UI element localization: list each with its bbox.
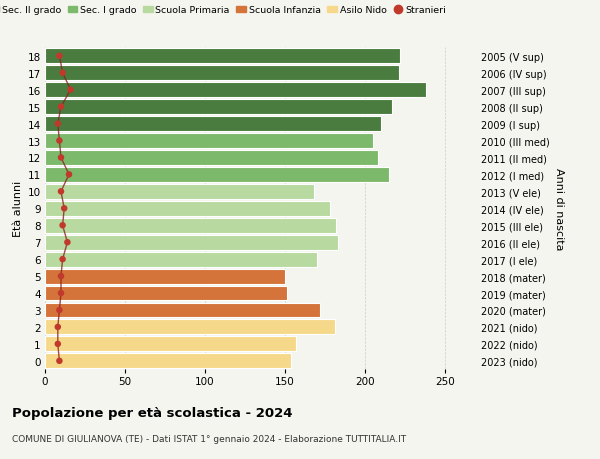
Point (58, 70, 67, 77)
Bar (45, 185, 314, 199)
Point (56, 273, 66, 280)
Bar (45, 134, 373, 149)
Bar (45, 168, 389, 183)
Bar (45, 235, 338, 250)
Y-axis label: Età alunni: Età alunni (13, 181, 23, 237)
Text: COMUNE DI GIULIANOVA (TE) - Dati ISTAT 1° gennaio 2024 - Elaborazione TUTTITALIA: COMUNE DI GIULIANOVA (TE) - Dati ISTAT 1… (12, 434, 406, 443)
Point (56, 154, 66, 162)
Point (53, 121, 62, 128)
Bar (45, 66, 398, 81)
Bar (45, 218, 336, 233)
Bar (45, 117, 381, 132)
Point (55, 53, 64, 60)
Bar (45, 83, 426, 98)
Point (56, 290, 66, 297)
Bar (45, 286, 287, 301)
Bar (45, 320, 335, 335)
Point (53, 324, 62, 331)
Point (58, 256, 67, 263)
Point (55, 358, 64, 365)
Point (62, 239, 72, 246)
Point (66, 87, 76, 94)
Bar (45, 202, 330, 216)
Point (56, 104, 66, 111)
Point (59, 205, 69, 213)
Bar (45, 353, 292, 369)
Bar (45, 269, 285, 284)
Legend: Sec. II grado, Sec. I grado, Scuola Primaria, Scuola Infanzia, Asilo Nido, Stran: Sec. II grado, Sec. I grado, Scuola Prim… (0, 6, 446, 15)
Text: Popolazione per età scolastica - 2024: Popolazione per età scolastica - 2024 (12, 406, 293, 419)
Point (64, 171, 74, 179)
Point (55, 307, 64, 314)
Bar (45, 151, 378, 166)
Bar (45, 252, 317, 267)
Y-axis label: Anni di nascita: Anni di nascita (554, 168, 564, 250)
Point (55, 138, 64, 145)
Point (56, 188, 66, 196)
Bar (45, 100, 392, 115)
Point (58, 222, 67, 230)
Bar (45, 49, 400, 64)
Point (53, 341, 62, 348)
Bar (45, 337, 296, 352)
Bar (45, 303, 320, 318)
